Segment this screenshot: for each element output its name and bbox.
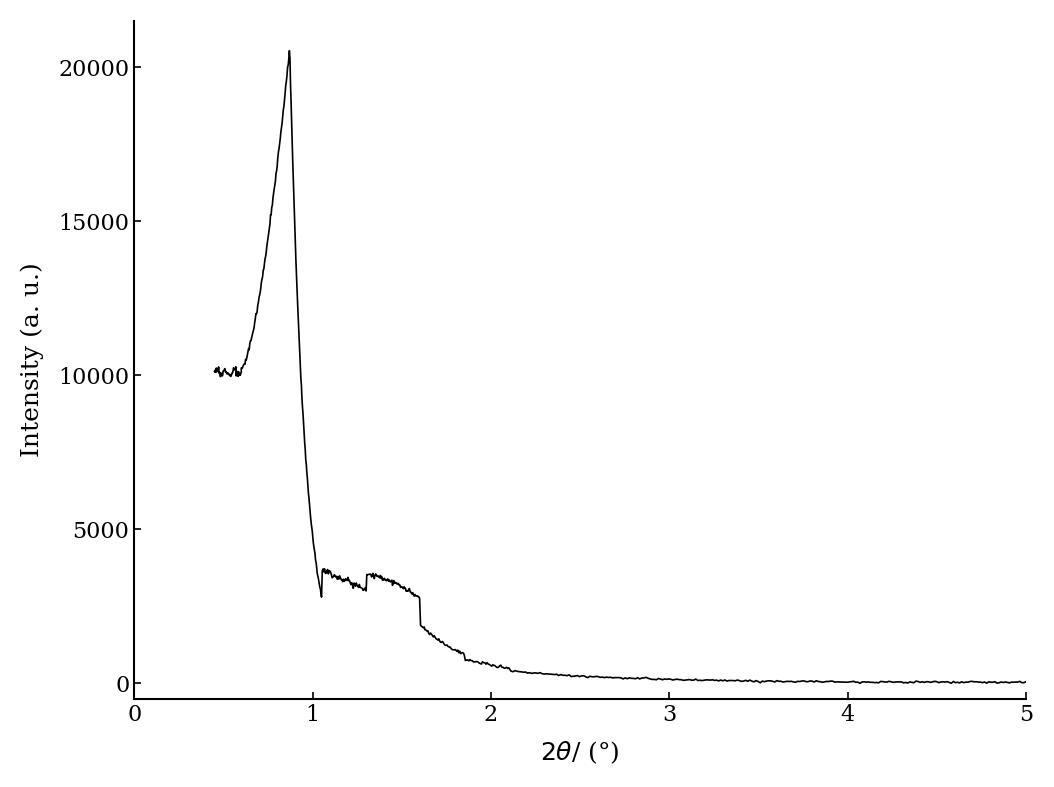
X-axis label: $2\theta$/ (°): $2\theta$/ (°) — [541, 740, 620, 767]
Y-axis label: Intensity (a. u.): Intensity (a. u.) — [21, 262, 44, 457]
